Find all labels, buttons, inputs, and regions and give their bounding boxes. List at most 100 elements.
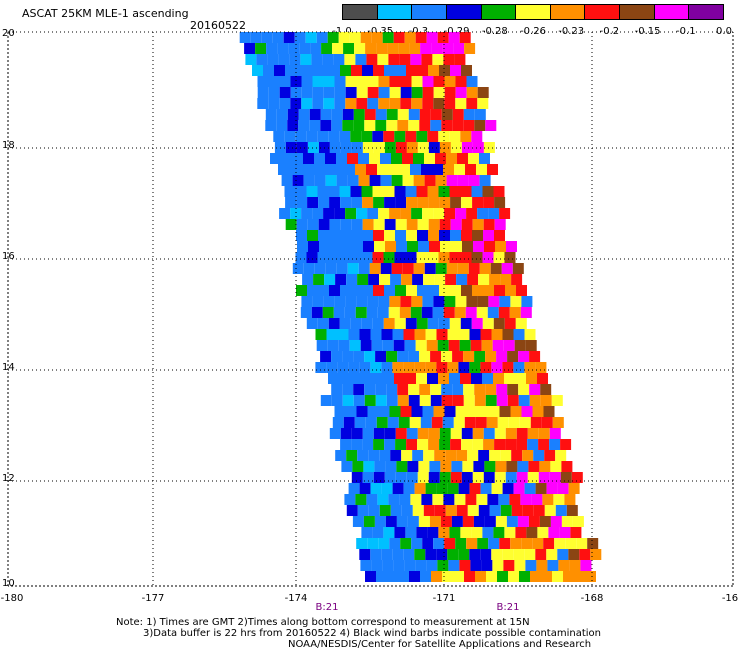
swath-cell xyxy=(317,252,329,263)
swath-cell xyxy=(362,65,373,76)
swath-cell xyxy=(368,274,380,285)
swath-cell xyxy=(452,109,464,120)
swath-cell xyxy=(416,252,428,263)
swath-cell xyxy=(384,472,396,483)
swath-cell xyxy=(383,373,394,384)
swath-cell xyxy=(432,54,444,65)
swath-cell xyxy=(328,318,340,329)
swath-cell xyxy=(314,263,326,274)
swath-cell xyxy=(361,318,373,329)
swath-cell xyxy=(296,219,308,230)
swath-cell xyxy=(332,417,344,428)
swath-cell xyxy=(462,241,473,252)
swath-cell xyxy=(334,76,346,87)
swath-cell xyxy=(333,54,345,65)
swath-cell xyxy=(360,560,372,571)
swath-cell xyxy=(340,285,351,296)
swath-cell xyxy=(407,241,418,252)
swath-cell xyxy=(509,307,521,318)
swath-cell xyxy=(385,516,397,527)
swath-cell xyxy=(455,538,467,549)
swath-cell xyxy=(539,516,551,527)
swath-cell xyxy=(400,538,412,549)
swath-cell xyxy=(339,131,351,142)
swath-cell xyxy=(496,384,508,395)
swath-cell xyxy=(374,516,386,527)
swath-cell xyxy=(500,450,512,461)
swath-cell xyxy=(331,384,343,395)
swath-cell xyxy=(482,186,494,197)
swath-cell xyxy=(388,164,399,175)
swath-cell xyxy=(428,285,439,296)
swath-cell xyxy=(415,32,427,43)
swath-cell xyxy=(301,98,313,109)
swath-cell xyxy=(336,175,348,186)
swath-cell xyxy=(513,483,525,494)
swath-cell xyxy=(449,527,461,538)
swath-cell xyxy=(409,417,421,428)
swath-cell xyxy=(353,395,365,406)
swath-cell xyxy=(370,483,382,494)
swath-cell xyxy=(421,494,433,505)
swath-cell xyxy=(396,516,408,527)
swath-cell xyxy=(334,98,346,109)
swath-cell xyxy=(493,318,505,329)
swath-cell xyxy=(439,428,451,439)
swath-cell xyxy=(383,318,395,329)
swath-cell xyxy=(406,197,418,208)
swath-cell xyxy=(435,175,447,186)
swath-cell xyxy=(281,153,292,164)
swath-cell xyxy=(484,516,496,527)
swath-cell xyxy=(410,494,422,505)
swath-cell xyxy=(509,494,521,505)
swath-cell xyxy=(285,197,297,208)
swath-cell xyxy=(367,87,379,98)
swath-cell xyxy=(405,186,417,197)
swath-cell xyxy=(564,494,576,505)
swath-cell xyxy=(461,230,472,241)
swath-cell xyxy=(510,538,522,549)
swath-cell xyxy=(472,219,484,230)
swath-cell xyxy=(460,252,472,263)
swath-cell xyxy=(328,186,340,197)
swath-cell xyxy=(376,417,388,428)
swath-cell xyxy=(450,230,461,241)
swath-cell xyxy=(354,43,366,54)
swath-cell xyxy=(511,505,523,516)
swath-cell xyxy=(281,175,293,186)
swath-cell xyxy=(521,406,533,417)
swath-cell xyxy=(382,340,394,351)
swath-cell xyxy=(407,516,419,527)
colorbar-segment xyxy=(412,5,447,19)
swath-cell xyxy=(590,549,602,560)
swath-cell xyxy=(494,285,505,296)
swath-cell xyxy=(393,340,405,351)
swath-cell xyxy=(263,65,274,76)
swath-cell xyxy=(425,549,437,560)
swath-cell xyxy=(458,362,470,373)
swath-cell xyxy=(343,417,355,428)
swath-cell xyxy=(397,395,409,406)
swath-cell xyxy=(296,197,308,208)
swath-cell xyxy=(351,65,362,76)
swath-cell xyxy=(433,406,445,417)
swath-cell xyxy=(444,87,456,98)
swath-cell xyxy=(320,395,332,406)
swath-cell xyxy=(504,252,516,263)
swath-cell xyxy=(454,54,466,65)
swath-cell xyxy=(502,362,514,373)
swath-cell xyxy=(401,450,413,461)
swath-cell xyxy=(417,219,429,230)
swath-cell xyxy=(252,65,263,76)
lat-label-20: 20 xyxy=(2,28,15,39)
swath-cell xyxy=(431,417,443,428)
swath-cell xyxy=(279,208,291,219)
swath-cell xyxy=(295,252,307,263)
swath-cell xyxy=(371,32,383,43)
swath-cell xyxy=(309,120,321,131)
swath-cell xyxy=(359,483,371,494)
swath-cell xyxy=(391,153,402,164)
swath-cell xyxy=(423,505,435,516)
swath-cell xyxy=(410,307,422,318)
swath-cell xyxy=(505,439,517,450)
